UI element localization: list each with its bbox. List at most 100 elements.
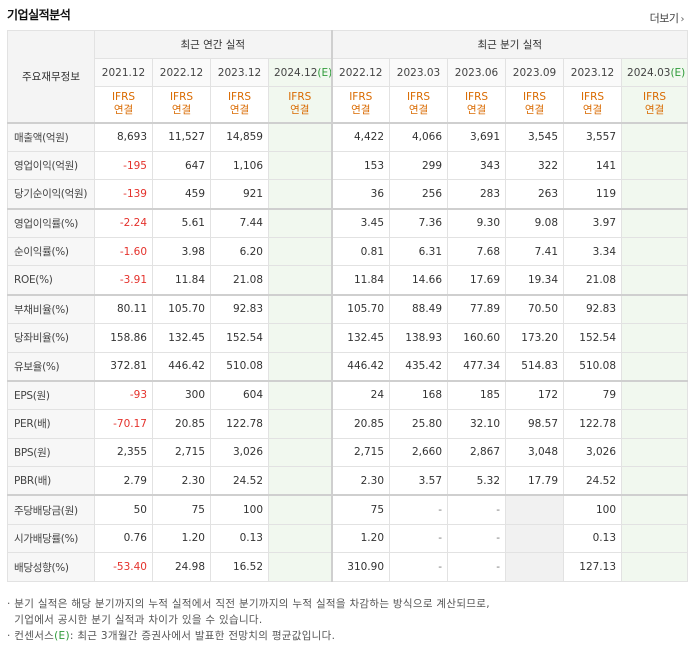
estimate-mark: (E) [670, 66, 686, 79]
quarter-value-cell: 11.84 [330, 265, 391, 296]
metric-label[interactable]: PER(배) [7, 408, 95, 439]
basis-scope: 연결 [229, 104, 250, 117]
quarter-period-label: 2023.06 [454, 66, 499, 79]
table-row: 순이익률(%) -1.60 3.98 6.20 0.81 6.31 7.68 7.41 3.34 [7, 236, 689, 267]
annual-period-header: 2022.12 [152, 58, 211, 87]
more-link[interactable]: 더보기 › [650, 10, 685, 26]
annual-value-cell: 152.54 [210, 322, 269, 353]
quarter-value-cell: 510.08 [563, 351, 623, 382]
table-row: EPS(원) -93 300 604 24 168 185 172 79 [7, 379, 689, 410]
table-row: ROE(%) -3.91 11.84 21.08 11.84 14.66 17.69 19.3… [7, 265, 689, 296]
accounting-basis-header: IFRS 연결 [621, 86, 689, 123]
annual-value-cell [267, 552, 333, 582]
annual-value-cell: 459 [152, 179, 211, 210]
quarter-value-cell: 24 [330, 379, 391, 410]
quarter-value-cell: 88.49 [389, 293, 449, 324]
quarter-value-cell: - [389, 494, 449, 525]
quarter-value-cell: 6.31 [389, 236, 449, 267]
quarter-value-cell: 3.57 [389, 466, 449, 496]
quarter-value-cell [621, 265, 689, 296]
annual-period-label: 2022.12 [159, 66, 204, 79]
metric-label[interactable]: PBR(배) [7, 466, 95, 496]
quarter-value-cell: 141 [563, 150, 623, 181]
quarter-value-cell: 3,557 [563, 121, 623, 152]
annual-value-cell [267, 322, 333, 353]
quarter-value-cell: 3.97 [563, 207, 623, 238]
annual-group-header: 최근 연간 실적 [93, 30, 333, 59]
metric-label[interactable]: 배당성향(%) [7, 552, 95, 582]
row-head-label: 주요재무정보 [7, 30, 95, 123]
quarter-period-label: 2023.03 [396, 66, 441, 79]
quarter-value-cell: 160.60 [447, 322, 507, 353]
accounting-basis-header: IFRS 연결 [267, 86, 333, 123]
annual-value-cell: 5.61 [152, 207, 211, 238]
metric-label[interactable]: 당기순이익(억원) [7, 179, 95, 210]
annual-value-cell: 372.81 [94, 351, 153, 382]
quarter-value-cell [621, 523, 689, 554]
quarter-value-cell: 152.54 [563, 322, 623, 353]
annual-value-cell: 446.42 [152, 351, 211, 382]
quarter-value-cell: 132.45 [330, 322, 391, 353]
annual-value-cell: 14,859 [210, 121, 269, 152]
annual-value-cell [267, 207, 333, 238]
basis-scope: 연결 [171, 104, 192, 117]
metric-label[interactable]: BPS(원) [7, 437, 95, 468]
section-title: 기업실적분석 [7, 8, 71, 22]
quarter-value-cell: 3,048 [505, 437, 565, 468]
quarter-value-cell: 20.85 [330, 408, 391, 439]
annual-value-cell: 3,026 [210, 437, 269, 468]
annual-value-cell: 21.08 [210, 265, 269, 296]
quarter-value-cell: 92.83 [563, 293, 623, 324]
metric-label[interactable]: 주당배당금(원) [7, 494, 95, 525]
quarter-value-cell: 3,545 [505, 121, 565, 152]
basis-standard: IFRS [169, 91, 194, 104]
annual-value-cell: -2.24 [94, 207, 153, 238]
basis-standard: IFRS [580, 91, 605, 104]
quarter-period-header: 2023.06 [447, 58, 507, 87]
metric-label[interactable]: 당좌비율(%) [7, 322, 95, 353]
basis-standard: IFRS [288, 91, 312, 104]
quarter-value-cell: 32.10 [447, 408, 507, 439]
metric-label[interactable]: 순이익률(%) [7, 236, 95, 267]
metric-label[interactable]: 시가배당률(%) [7, 523, 95, 554]
annual-value-cell: 75 [152, 494, 211, 525]
quarter-value-cell: 322 [505, 150, 565, 181]
metric-label[interactable]: 유보율(%) [7, 351, 95, 382]
quarter-value-cell: 25.80 [389, 408, 449, 439]
quarter-value-cell [621, 437, 689, 468]
accounting-basis-header: IFRS 연결 [210, 86, 269, 123]
accounting-basis-header: IFRS 연결 [152, 86, 211, 123]
metric-label[interactable]: 영업이익률(%) [7, 207, 95, 238]
quarter-value-cell: 75 [330, 494, 391, 525]
quarter-value-cell: 343 [447, 150, 507, 181]
metric-label[interactable]: EPS(원) [7, 379, 95, 410]
annual-period-label: 2023.12 [217, 66, 262, 79]
footnote-1b: 기업에서 공시한 분기 실적과 차이가 있을 수 있습니다. [7, 612, 490, 628]
annual-value-cell: 510.08 [210, 351, 269, 382]
annual-value-cell: -195 [94, 150, 153, 181]
annual-value-cell [267, 293, 333, 324]
annual-value-cell [267, 236, 333, 267]
quarter-value-cell: 2.30 [330, 466, 391, 496]
annual-value-cell [267, 265, 333, 296]
annual-value-cell: 0.76 [94, 523, 153, 554]
quarter-value-cell: 3.45 [330, 207, 391, 238]
basis-standard: IFRS [522, 91, 547, 104]
annual-value-cell: 11,527 [152, 121, 211, 152]
quarter-period-label: 2023.12 [570, 66, 615, 79]
quarter-value-cell: 514.83 [505, 351, 565, 382]
quarter-value-cell [621, 351, 689, 382]
metric-label[interactable]: 매출액(억원) [7, 121, 95, 152]
annual-value-cell: 158.86 [94, 322, 153, 353]
annual-value-cell: 132.45 [152, 322, 211, 353]
table-row: 당좌비율(%) 158.86 132.45 152.54 132.45 138.93 160… [7, 322, 689, 353]
annual-period-header: 2021.12 [94, 58, 153, 87]
annual-value-cell [267, 437, 333, 468]
table-row: PER(배) -70.17 20.85 122.78 20.85 25.80 32.10 98… [7, 408, 689, 439]
metric-label[interactable]: 부채비율(%) [7, 293, 95, 324]
metric-label[interactable]: 영업이익(억원) [7, 150, 95, 181]
quarter-value-cell [621, 379, 689, 410]
annual-value-cell: 50 [94, 494, 153, 525]
quarter-value-cell: 19.34 [505, 265, 565, 296]
metric-label[interactable]: ROE(%) [7, 265, 95, 296]
